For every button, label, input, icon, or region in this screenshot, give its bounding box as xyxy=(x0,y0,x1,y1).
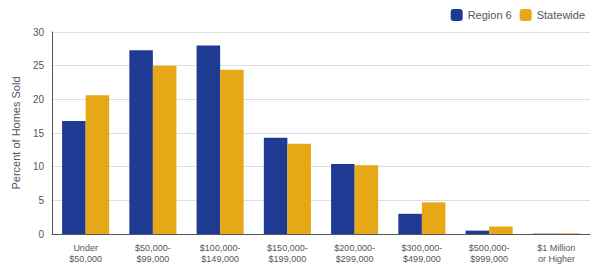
svg-text:25: 25 xyxy=(33,60,45,71)
svg-text:$50,000: $50,000 xyxy=(69,254,102,264)
svg-text:$1 Million: $1 Million xyxy=(537,243,575,253)
svg-text:$149,000: $149,000 xyxy=(201,254,239,264)
svg-text:$99,000: $99,000 xyxy=(137,254,170,264)
svg-text:$999,000: $999,000 xyxy=(470,254,508,264)
svg-text:$150,000-: $150,000- xyxy=(267,243,308,253)
svg-text:$199,000: $199,000 xyxy=(269,254,307,264)
svg-text:30: 30 xyxy=(33,27,45,38)
svg-text:Percent of Homes Sold: Percent of Homes Sold xyxy=(10,76,22,189)
svg-text:$100,000-: $100,000- xyxy=(200,243,241,253)
svg-text:0: 0 xyxy=(38,229,44,240)
svg-text:$500,000-: $500,000- xyxy=(469,243,510,253)
svg-text:20: 20 xyxy=(33,94,45,105)
svg-text:$200,000-: $200,000- xyxy=(334,243,375,253)
svg-text:$499,000: $499,000 xyxy=(403,254,441,264)
svg-text:or Higher: or Higher xyxy=(538,254,575,264)
svg-text:5: 5 xyxy=(38,195,44,206)
svg-text:$50,000-: $50,000- xyxy=(135,243,171,253)
svg-text:Statewide: Statewide xyxy=(537,9,585,21)
svg-text:10: 10 xyxy=(33,161,45,172)
svg-text:Under: Under xyxy=(73,243,98,253)
svg-text:$300,000-: $300,000- xyxy=(402,243,443,253)
svg-text:Region 6: Region 6 xyxy=(468,9,512,21)
svg-text:15: 15 xyxy=(33,128,45,139)
svg-text:$299,000: $299,000 xyxy=(336,254,374,264)
